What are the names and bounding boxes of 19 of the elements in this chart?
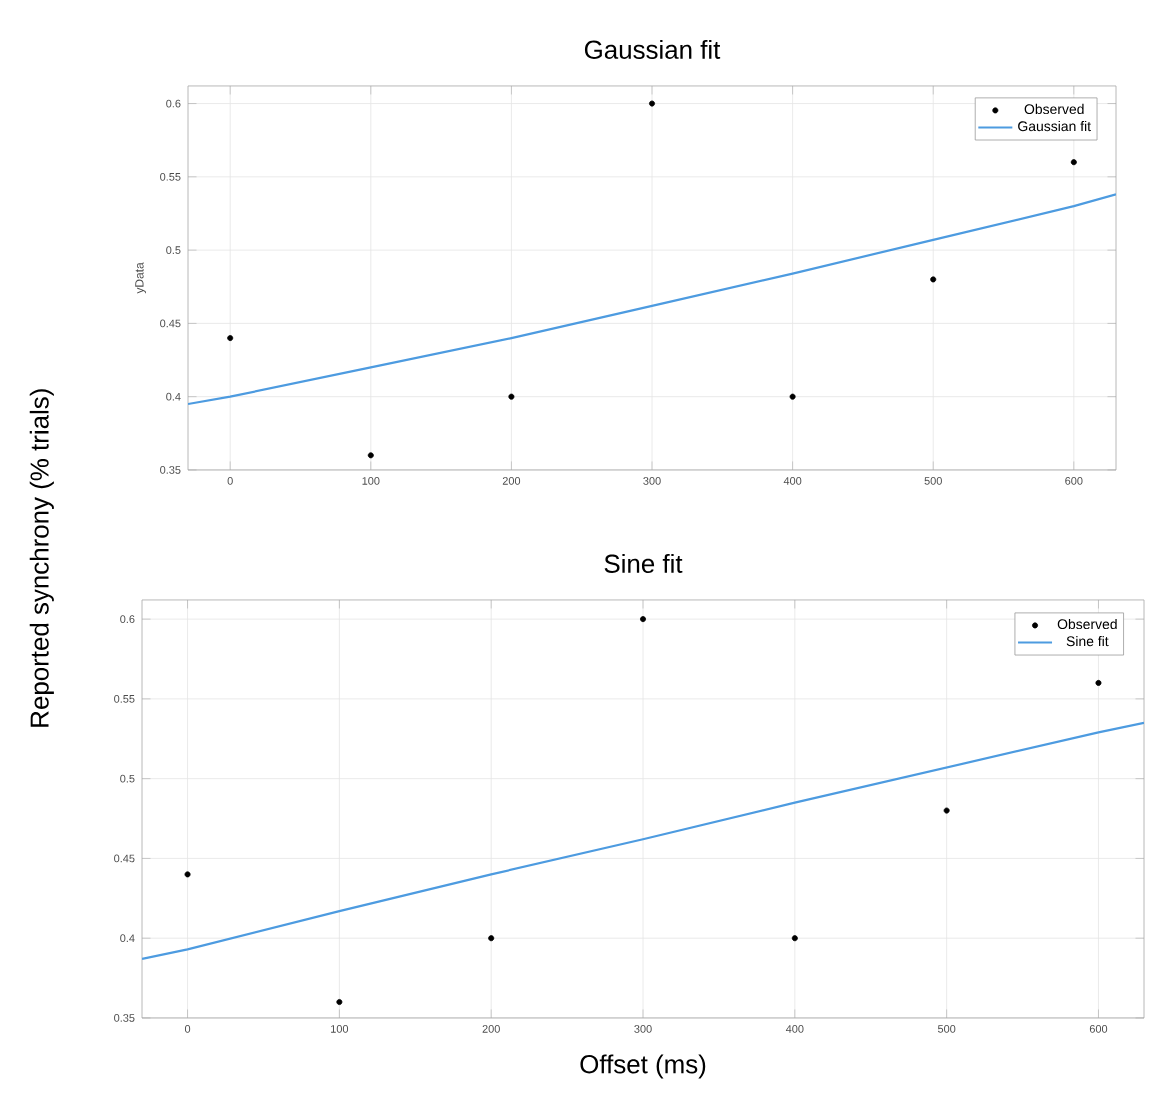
chart-title: Gaussian fit bbox=[584, 39, 721, 59]
point bbox=[367, 452, 374, 459]
point bbox=[930, 276, 937, 283]
point bbox=[789, 393, 796, 400]
point bbox=[649, 100, 655, 107]
point bbox=[508, 393, 515, 400]
point bbox=[336, 999, 343, 1006]
point bbox=[640, 616, 646, 623]
chart-title: Sine fit bbox=[604, 553, 683, 573]
point bbox=[1070, 159, 1077, 166]
point bbox=[184, 871, 191, 878]
y-axis-title: Reported synchrony (% trials) bbox=[29, 389, 54, 727]
point bbox=[791, 935, 798, 942]
point bbox=[227, 335, 234, 342]
point bbox=[488, 935, 495, 942]
point bbox=[1095, 679, 1102, 686]
line-series bbox=[188, 193, 1116, 406]
x-axis-title: Offset (ms) bbox=[580, 1054, 706, 1079]
point bbox=[943, 807, 950, 814]
